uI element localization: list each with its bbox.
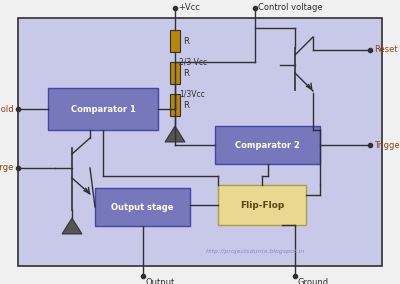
Bar xyxy=(48,88,158,130)
Bar xyxy=(170,62,180,84)
Bar xyxy=(18,18,382,266)
Bar xyxy=(170,94,180,116)
Text: Comparator 2: Comparator 2 xyxy=(235,141,300,149)
Text: Comparator 1: Comparator 1 xyxy=(70,105,136,114)
Text: R: R xyxy=(183,101,189,110)
Text: Discharge: Discharge xyxy=(0,164,14,172)
Text: Reset: Reset xyxy=(374,45,398,55)
Text: Threshold: Threshold xyxy=(0,105,14,114)
Text: R: R xyxy=(183,37,189,45)
Polygon shape xyxy=(165,126,185,142)
Bar xyxy=(218,185,306,225)
Text: Trigger: Trigger xyxy=(374,141,400,149)
Text: Flip-Flop: Flip-Flop xyxy=(240,201,284,210)
Text: Output stage: Output stage xyxy=(111,202,174,212)
Polygon shape xyxy=(62,218,82,234)
Text: 1/3Vcc: 1/3Vcc xyxy=(179,89,205,99)
Text: R: R xyxy=(183,68,189,78)
Bar xyxy=(215,126,320,164)
Bar xyxy=(95,188,190,226)
Text: Control voltage: Control voltage xyxy=(258,3,323,12)
Bar xyxy=(170,30,180,52)
Text: http://projectsdunia.blogspot.in: http://projectsdunia.blogspot.in xyxy=(205,250,305,254)
Text: Output: Output xyxy=(146,278,175,284)
Text: 2/3 Vcc: 2/3 Vcc xyxy=(179,57,207,66)
Text: +Vcc: +Vcc xyxy=(178,3,200,12)
Text: Ground: Ground xyxy=(298,278,329,284)
